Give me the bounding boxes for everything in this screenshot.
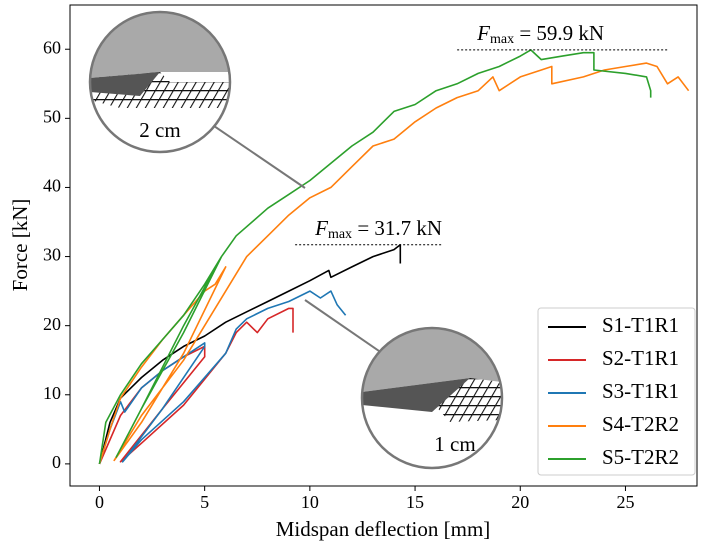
annotation: Fmax = 59.9 kN xyxy=(476,21,604,47)
series-line xyxy=(98,49,652,465)
annotation-text: = 59.9 kN xyxy=(514,21,604,45)
legend-label: S5-T2R2 xyxy=(602,445,679,469)
plot-area xyxy=(98,49,690,465)
x-tick-label: 25 xyxy=(616,492,634,512)
inset-pointer xyxy=(213,125,306,189)
legend-box xyxy=(537,307,696,476)
legend-label: S2-T1R1 xyxy=(602,346,679,370)
inset-image xyxy=(90,12,230,152)
annotation-text: = 31.7 kN xyxy=(352,216,442,240)
x-tick-label: 10 xyxy=(301,492,319,512)
annotation-subscript: max xyxy=(490,32,514,47)
series-line xyxy=(98,62,690,465)
y-tick-label: 10 xyxy=(43,383,61,403)
annotation-subscript: max xyxy=(328,227,352,242)
y-tick-label: 60 xyxy=(43,37,61,57)
x-tick-label: 15 xyxy=(406,492,424,512)
series-line xyxy=(98,244,402,465)
x-tick-label: 0 xyxy=(95,492,104,512)
legend-label: S4-T2R2 xyxy=(602,412,679,436)
plot-frame xyxy=(69,4,698,487)
inset-label: 1 cm xyxy=(434,432,475,456)
x-axis-label: Midspan deflection [mm] xyxy=(276,517,491,541)
y-axis-label: Force [kN] xyxy=(8,199,32,292)
legend-label: S3-T1R1 xyxy=(602,379,679,403)
y-tick-label: 20 xyxy=(43,314,61,334)
annotation: Fmax = 31.7 kN xyxy=(314,216,442,242)
inset-frame xyxy=(360,326,504,470)
inset-label: 2 cm xyxy=(139,118,180,142)
annotation-symbol: F xyxy=(314,216,328,240)
legend-label: S1-T1R1 xyxy=(602,313,679,337)
y-tick-label: 30 xyxy=(43,245,61,265)
y-tick-label: 0 xyxy=(52,452,61,472)
inset-frame xyxy=(88,10,232,154)
series-line xyxy=(98,290,347,465)
x-tick-label: 5 xyxy=(200,492,209,512)
y-tick-label: 40 xyxy=(43,176,61,196)
y-tick-label: 50 xyxy=(43,106,61,126)
annotation-symbol: F xyxy=(476,21,490,45)
x-tick-label: 20 xyxy=(511,492,529,512)
inset-image xyxy=(362,328,502,468)
